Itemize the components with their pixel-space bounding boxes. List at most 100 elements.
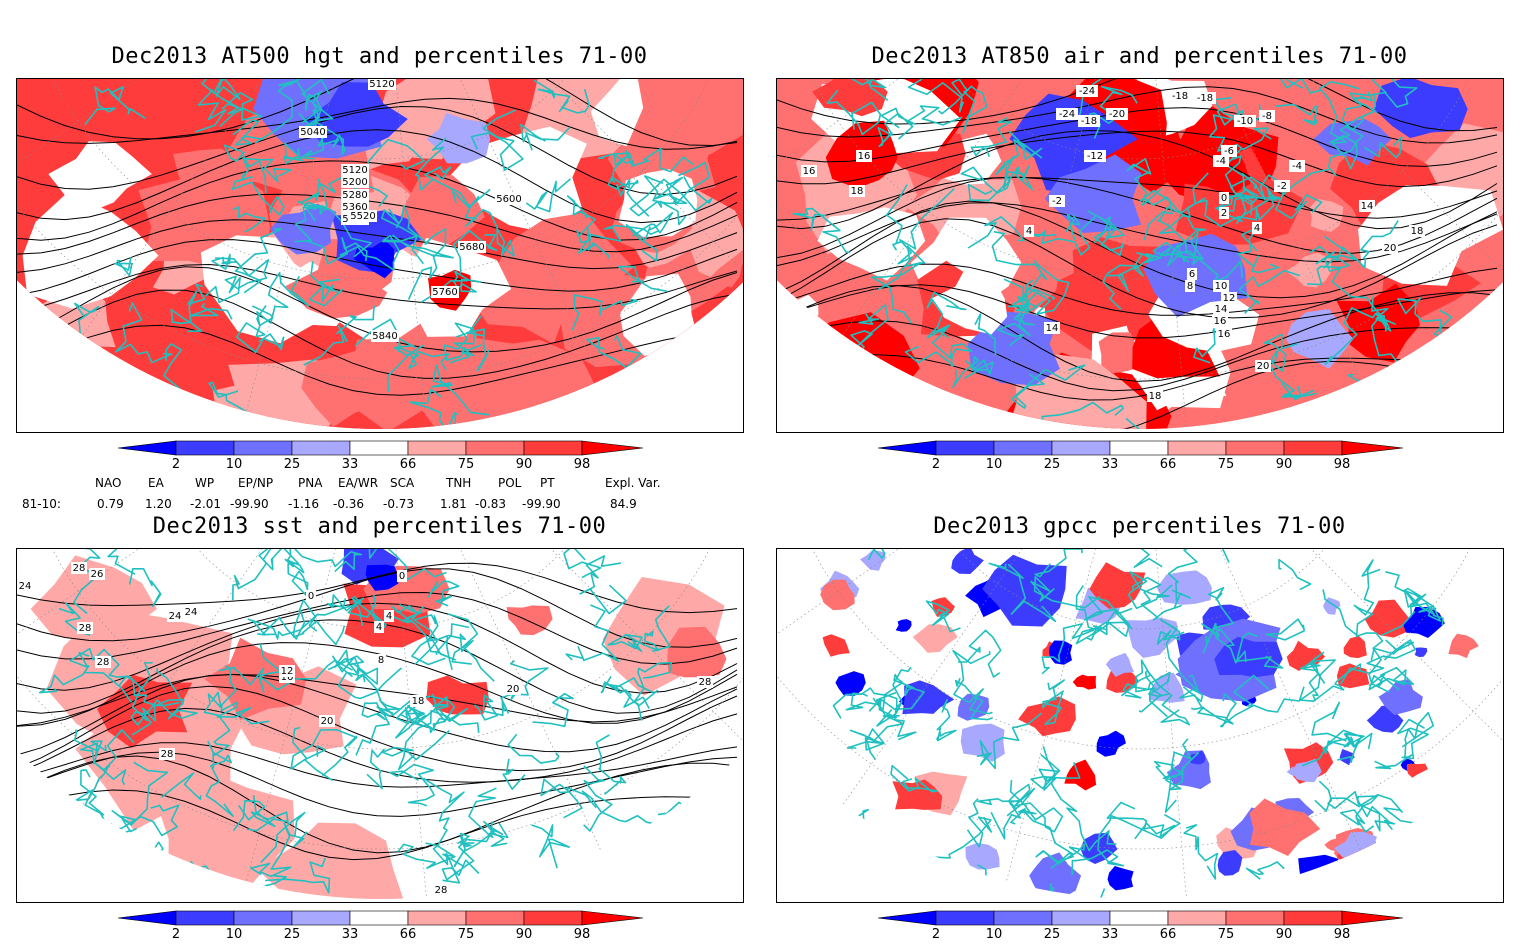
colorbar-gpcc: 2 10 25 33 66 75 90 98 — [877, 908, 1404, 942]
colorbar-tick-label: 33 — [1102, 457, 1119, 472]
contour-label: 12 — [279, 665, 295, 677]
anomaly-shading — [1096, 730, 1126, 757]
coastline-segment — [531, 824, 571, 878]
anomaly-shading — [620, 273, 697, 356]
coastline-segment — [837, 377, 909, 427]
coastline-segment — [381, 208, 425, 265]
coastline-segment — [1353, 559, 1381, 638]
colorbar-tick-label: 90 — [1276, 457, 1293, 472]
contour-label: 4 — [1252, 222, 1262, 234]
coastline-segment — [866, 408, 914, 429]
contour-label: 28 — [697, 676, 713, 688]
anomaly-shading — [1098, 332, 1143, 374]
svg-text:6: 6 — [1189, 269, 1195, 280]
svg-text:28: 28 — [699, 677, 712, 688]
contour-label: 8 — [1185, 280, 1195, 292]
svg-text:-24: -24 — [1059, 109, 1075, 120]
coastline-segment — [211, 253, 238, 270]
coastline-segment — [629, 176, 713, 226]
index-value: -0.36 — [333, 497, 365, 511]
contour-label: -18 — [1194, 92, 1216, 104]
coastline-segment — [1201, 622, 1247, 664]
contour-label: 28 — [433, 884, 449, 896]
coastline-segment — [290, 726, 358, 777]
contour-label: -2 — [1274, 180, 1290, 192]
colorbar-tick-label: 75 — [1218, 927, 1235, 942]
coastline-segment — [1034, 549, 1083, 578]
coastline-segment — [848, 79, 889, 101]
coastline-segment — [1124, 549, 1163, 568]
contour-line — [777, 320, 1498, 392]
contour-label: -8 — [1259, 110, 1275, 122]
colorbar-tick-label: 10 — [986, 927, 1003, 942]
anomaly-shading — [301, 348, 401, 427]
coastline-segment — [232, 119, 263, 146]
colorbar-segment — [1283, 910, 1343, 926]
svg-text:16: 16 — [858, 151, 871, 162]
contour-line — [777, 218, 1498, 319]
anomaly-shading — [48, 141, 152, 214]
coastline-segment — [327, 649, 365, 678]
index-header: SCA — [390, 476, 415, 490]
coastline-segment — [1097, 814, 1176, 864]
coastline-segment — [451, 190, 515, 257]
coastline-segment — [368, 549, 447, 583]
contour-line — [17, 239, 738, 296]
coastline-segment — [75, 763, 111, 816]
coastline-segment — [448, 633, 474, 665]
coastline-segment — [598, 152, 635, 183]
contour-line — [777, 284, 1498, 382]
coastline-segment — [1065, 213, 1081, 240]
coastline-segment — [1144, 669, 1191, 726]
svg-text:-4: -4 — [1216, 156, 1226, 167]
coastline-segment — [525, 178, 572, 213]
svg-text:5040: 5040 — [300, 127, 325, 138]
coastline-segment — [832, 692, 900, 719]
index-value: -99.90 — [230, 497, 269, 511]
coastline-segment — [977, 798, 1022, 811]
svg-text:5520: 5520 — [350, 211, 375, 222]
colorbar-segment — [1167, 440, 1227, 456]
coastline-segment — [308, 595, 363, 632]
coastline-segment — [441, 821, 493, 881]
colorbar-tick-label: 2 — [932, 457, 940, 472]
anomaly-shading — [626, 79, 743, 176]
contour-label: 12 — [1221, 292, 1237, 304]
coastline-segment — [50, 842, 103, 899]
coastline-segment — [128, 568, 162, 608]
anomaly-shading — [1374, 79, 1468, 139]
coastline-segment — [301, 176, 388, 207]
coastline-segment — [189, 303, 233, 320]
coastline-segment — [355, 699, 401, 756]
coastline-segment — [301, 79, 334, 124]
svg-text:20: 20 — [507, 684, 520, 695]
coastline-segment — [412, 703, 469, 734]
svg-text:26: 26 — [91, 569, 104, 580]
coastline-segment — [1311, 701, 1347, 742]
colorbar-tick-label: 66 — [400, 927, 417, 942]
coastline-segment — [393, 338, 425, 357]
coastline-segment — [1247, 659, 1336, 713]
coastline-segment — [566, 195, 596, 254]
contour-line — [17, 642, 738, 727]
coastline-segment — [1075, 585, 1102, 645]
map-air850: -24 -18 -18-24-18-20-12-10 -8-6-4 -4-2-2 024 4… — [777, 79, 1503, 429]
coastline-segment — [390, 603, 418, 624]
colorbar-arrow-low — [117, 440, 177, 456]
anomaly-shading — [1072, 237, 1168, 316]
anomaly-shading — [1214, 636, 1283, 678]
coastline-segment — [457, 832, 475, 848]
coastline-segment — [625, 211, 674, 262]
coastline-segment — [1308, 651, 1325, 702]
coastline-segment — [93, 728, 135, 786]
svg-text:4: 4 — [1026, 226, 1032, 237]
contour-line — [17, 79, 738, 147]
colorbar-segment — [1109, 910, 1169, 926]
coastline-segment — [871, 245, 926, 324]
coastline-segment — [1102, 264, 1138, 310]
contour-line — [777, 130, 1498, 188]
coastline-segment — [607, 176, 650, 217]
contour-lines — [17, 79, 738, 396]
colorbar-svg: 2 10 25 33 66 75 90 98 — [877, 910, 1404, 942]
anomaly-shading — [667, 626, 727, 678]
